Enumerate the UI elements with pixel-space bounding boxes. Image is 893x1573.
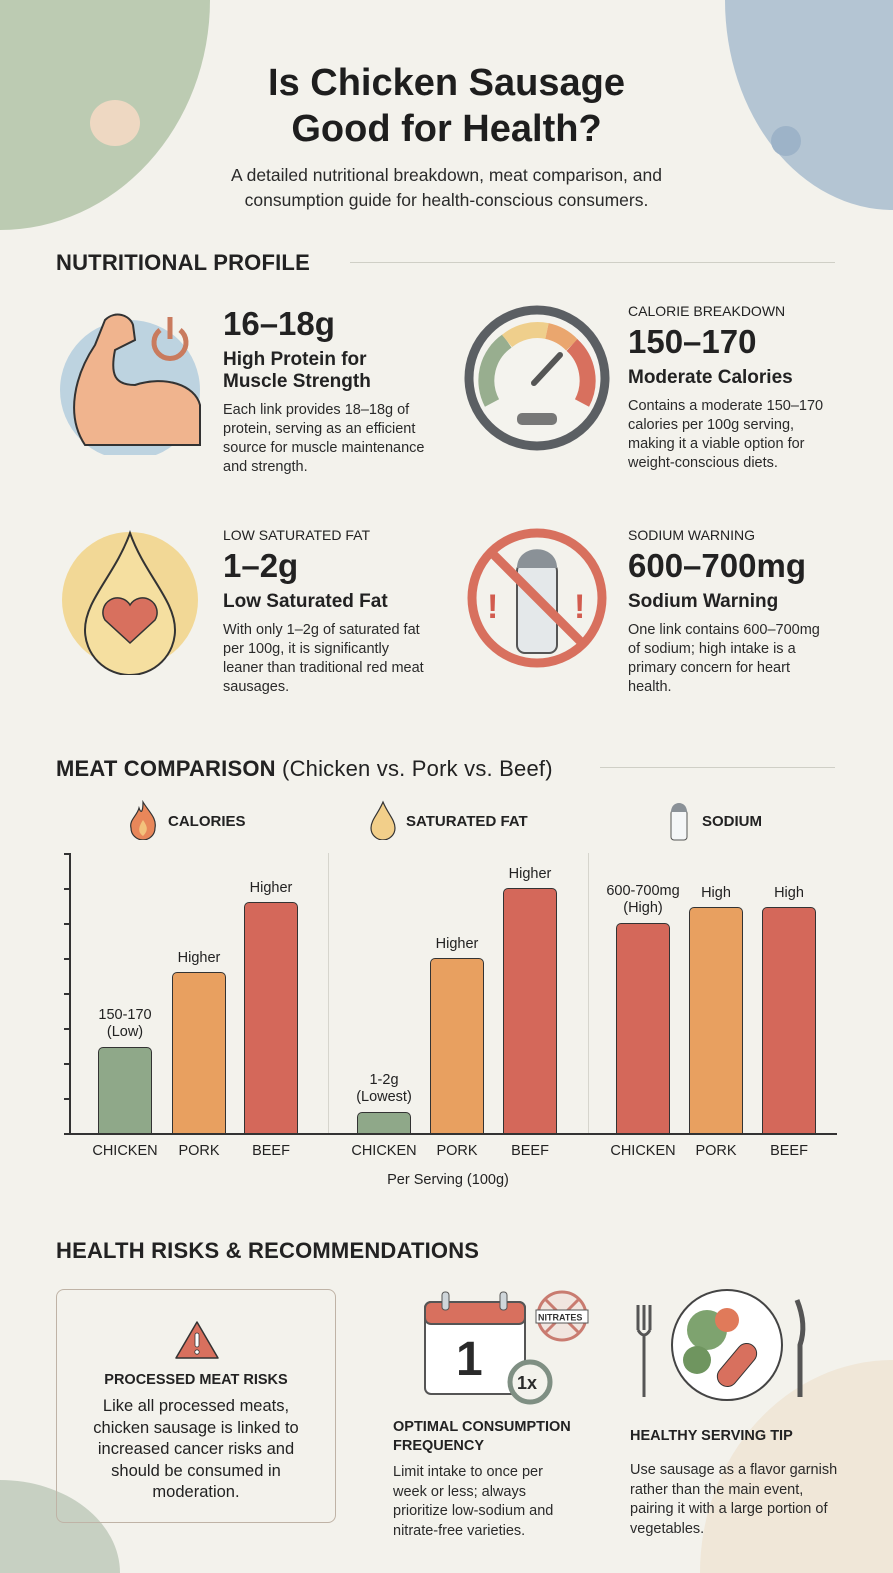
bar-pork [430,958,484,1133]
fat-text: With only 1–2g of saturated fat per 100g… [223,622,424,695]
divider [350,262,835,263]
category-label: CHICKEN [351,1143,417,1159]
serving-tip-card: HEALTHY SERVING TIP Use sausage as a fla… [630,1428,845,1539]
nutrition-card-calories: CALORIE BREAKDOWN 150–170 Moderate Calor… [628,303,858,473]
bar-beef [244,902,298,1133]
sodium-text: One link contains 600–700mg of sodium; h… [628,622,820,695]
risk-title: PROCESSED MEAT RISKS [104,1372,288,1388]
bar-pork [689,907,743,1133]
sodium-value: 600–700mg [628,547,806,584]
x-axis-label: Per Serving (100g) [387,1172,509,1188]
page-subtitle: A detailed nutritional breakdown, meat c… [231,165,662,210]
y-tick [64,923,70,925]
chart-title-sodium: SODIUM [702,813,762,830]
panel-divider [588,853,589,1133]
data-label: Higher [435,936,479,952]
risk-card: PROCESSED MEAT RISKS Like all processed … [56,1289,336,1523]
frequency-title: OPTIMAL CONSUMPTION FREQUENCY [393,1419,571,1454]
decor-blob [90,100,140,146]
nutrition-card-sodium: SODIUM WARNING 600–700mg Sodium Warning … [628,527,858,697]
category-label: PORK [178,1143,220,1159]
bar-pork [172,972,226,1133]
svg-text:!: ! [574,588,585,626]
bar-beef [762,907,816,1133]
data-label: Higher [249,880,293,896]
bar-chicken [98,1047,152,1133]
calories-text: Contains a moderate 150–170 calories per… [628,398,824,471]
no-salt-shaker-icon: ! ! [467,528,607,668]
bar-chicken [357,1112,411,1133]
y-tick [64,853,70,855]
decor-blob [771,126,801,156]
divider [600,767,835,768]
tip-title: HEALTHY SERVING TIP [630,1428,793,1444]
data-label: High [701,885,731,902]
data-label: Higher [177,950,221,966]
data-label: High [774,885,804,902]
section-heading-health: HEALTH RISKS & RECOMMENDATIONS [56,1238,480,1263]
salt-shaker-icon [670,803,688,841]
calories-title: Moderate Calories [628,367,793,388]
category-label: BEEF [770,1143,808,1159]
bar-chicken [616,923,670,1133]
chart-title-calories: CALORIES [168,813,246,830]
protein-value: 16–18g [223,305,335,342]
risk-text: Like all processed meats, chicken sausag… [93,1397,299,1501]
tip-text: Use sausage as a flavor garnish rather t… [630,1462,838,1537]
category-label: PORK [695,1143,737,1159]
y-tick [64,1133,70,1135]
category-label: PORK [436,1143,478,1159]
chart-title-saturated-fat: SATURATED FAT [406,813,528,830]
fat-drop-heart-icon [62,530,198,675]
protein-text: Each link provides 18–18g of protein, se… [223,402,425,475]
calories-value: 150–170 [628,323,757,360]
y-tick [64,1063,70,1065]
flame-icon [130,800,156,840]
comparison-heading: MEAT COMPARISON [56,756,276,781]
frequency-card: OPTIMAL CONSUMPTION FREQUENCY Limit inta… [393,1418,608,1541]
category-label: BEEF [511,1143,549,1159]
section-heading-nutrition: NUTRITIONAL PROFILE [56,250,310,275]
sodium-kicker: SODIUM WARNING [628,527,756,543]
nutrition-card-saturated-fat: LOW SATURATED FAT 1–2g Low Saturated Fat… [223,527,453,697]
plate-vegetables-sausage-icon [636,1289,806,1401]
calories-kicker: CALORIE BREAKDOWN [628,303,786,319]
y-tick [64,888,70,890]
calendar-once-icon: 1 1x NITRATES [424,1290,589,1405]
warning-triangle-icon [175,1321,219,1359]
category-label: BEEF [252,1143,290,1159]
data-label: 1-2g (Lowest) [356,1072,412,1105]
repeat-count: 1x [517,1373,537,1393]
panel-divider [328,853,329,1133]
calendar-day: 1 [456,1333,483,1386]
section-heading-comparison: MEAT COMPARISON (Chicken vs. Pork vs. Be… [56,756,553,782]
y-tick [64,993,70,995]
protein-title: High Protein for Muscle Strength [223,349,371,392]
data-label: Higher [508,866,552,882]
y-tick [64,958,70,960]
flexed-arm-power-icon [60,313,201,455]
bar-beef [503,888,557,1133]
x-axis [69,1133,837,1135]
y-tick [64,1028,70,1030]
data-label: 150-170 (Low) [98,1007,152,1041]
data-label: 600-700mg (High) [606,883,680,916]
comparison-heading-suffix: (Chicken vs. Pork vs. Beef) [282,756,553,781]
category-label: CHICKEN [92,1143,158,1159]
fat-kicker: LOW SATURATED FAT [223,527,371,543]
category-label: CHICKEN [610,1143,676,1159]
page-title: Is Chicken Sausage Good for Health? [268,62,625,150]
frequency-text: Limit intake to once per week or less; a… [393,1464,554,1539]
oil-drop-icon [370,800,396,840]
svg-text:!: ! [487,588,498,626]
fat-title: Low Saturated Fat [223,591,388,612]
sodium-title: Sodium Warning [628,591,779,612]
nitrates-badge: NITRATES [538,1313,582,1323]
nutrition-card-protein: 16–18g High Protein for Muscle Strength … [223,305,453,477]
speedometer-gauge-icon [464,305,610,451]
y-tick [64,1098,70,1100]
fat-value: 1–2g [223,547,299,584]
